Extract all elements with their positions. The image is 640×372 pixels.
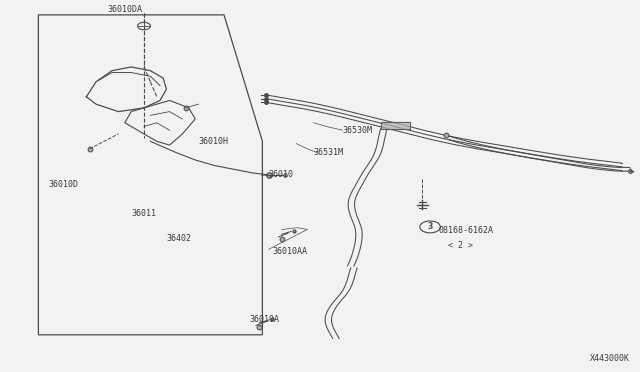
Text: 36402: 36402 (166, 234, 191, 243)
Text: 36010H: 36010H (198, 137, 228, 146)
Text: 36011: 36011 (131, 209, 156, 218)
Text: 36010: 36010 (269, 170, 294, 179)
Text: < 2 >: < 2 > (448, 241, 473, 250)
Text: X443000K: X443000K (590, 354, 630, 363)
Text: 36530M: 36530M (342, 126, 372, 135)
Text: 36531M: 36531M (314, 148, 344, 157)
Text: 36010AA: 36010AA (272, 247, 307, 256)
Text: 3: 3 (428, 222, 433, 231)
Text: 36010DA: 36010DA (108, 5, 142, 14)
Bar (381, 122, 410, 129)
Text: 36010A: 36010A (250, 315, 280, 324)
Bar (381, 122, 410, 129)
Text: 08168-6162A: 08168-6162A (438, 226, 493, 235)
Text: 36010D: 36010D (48, 180, 78, 189)
